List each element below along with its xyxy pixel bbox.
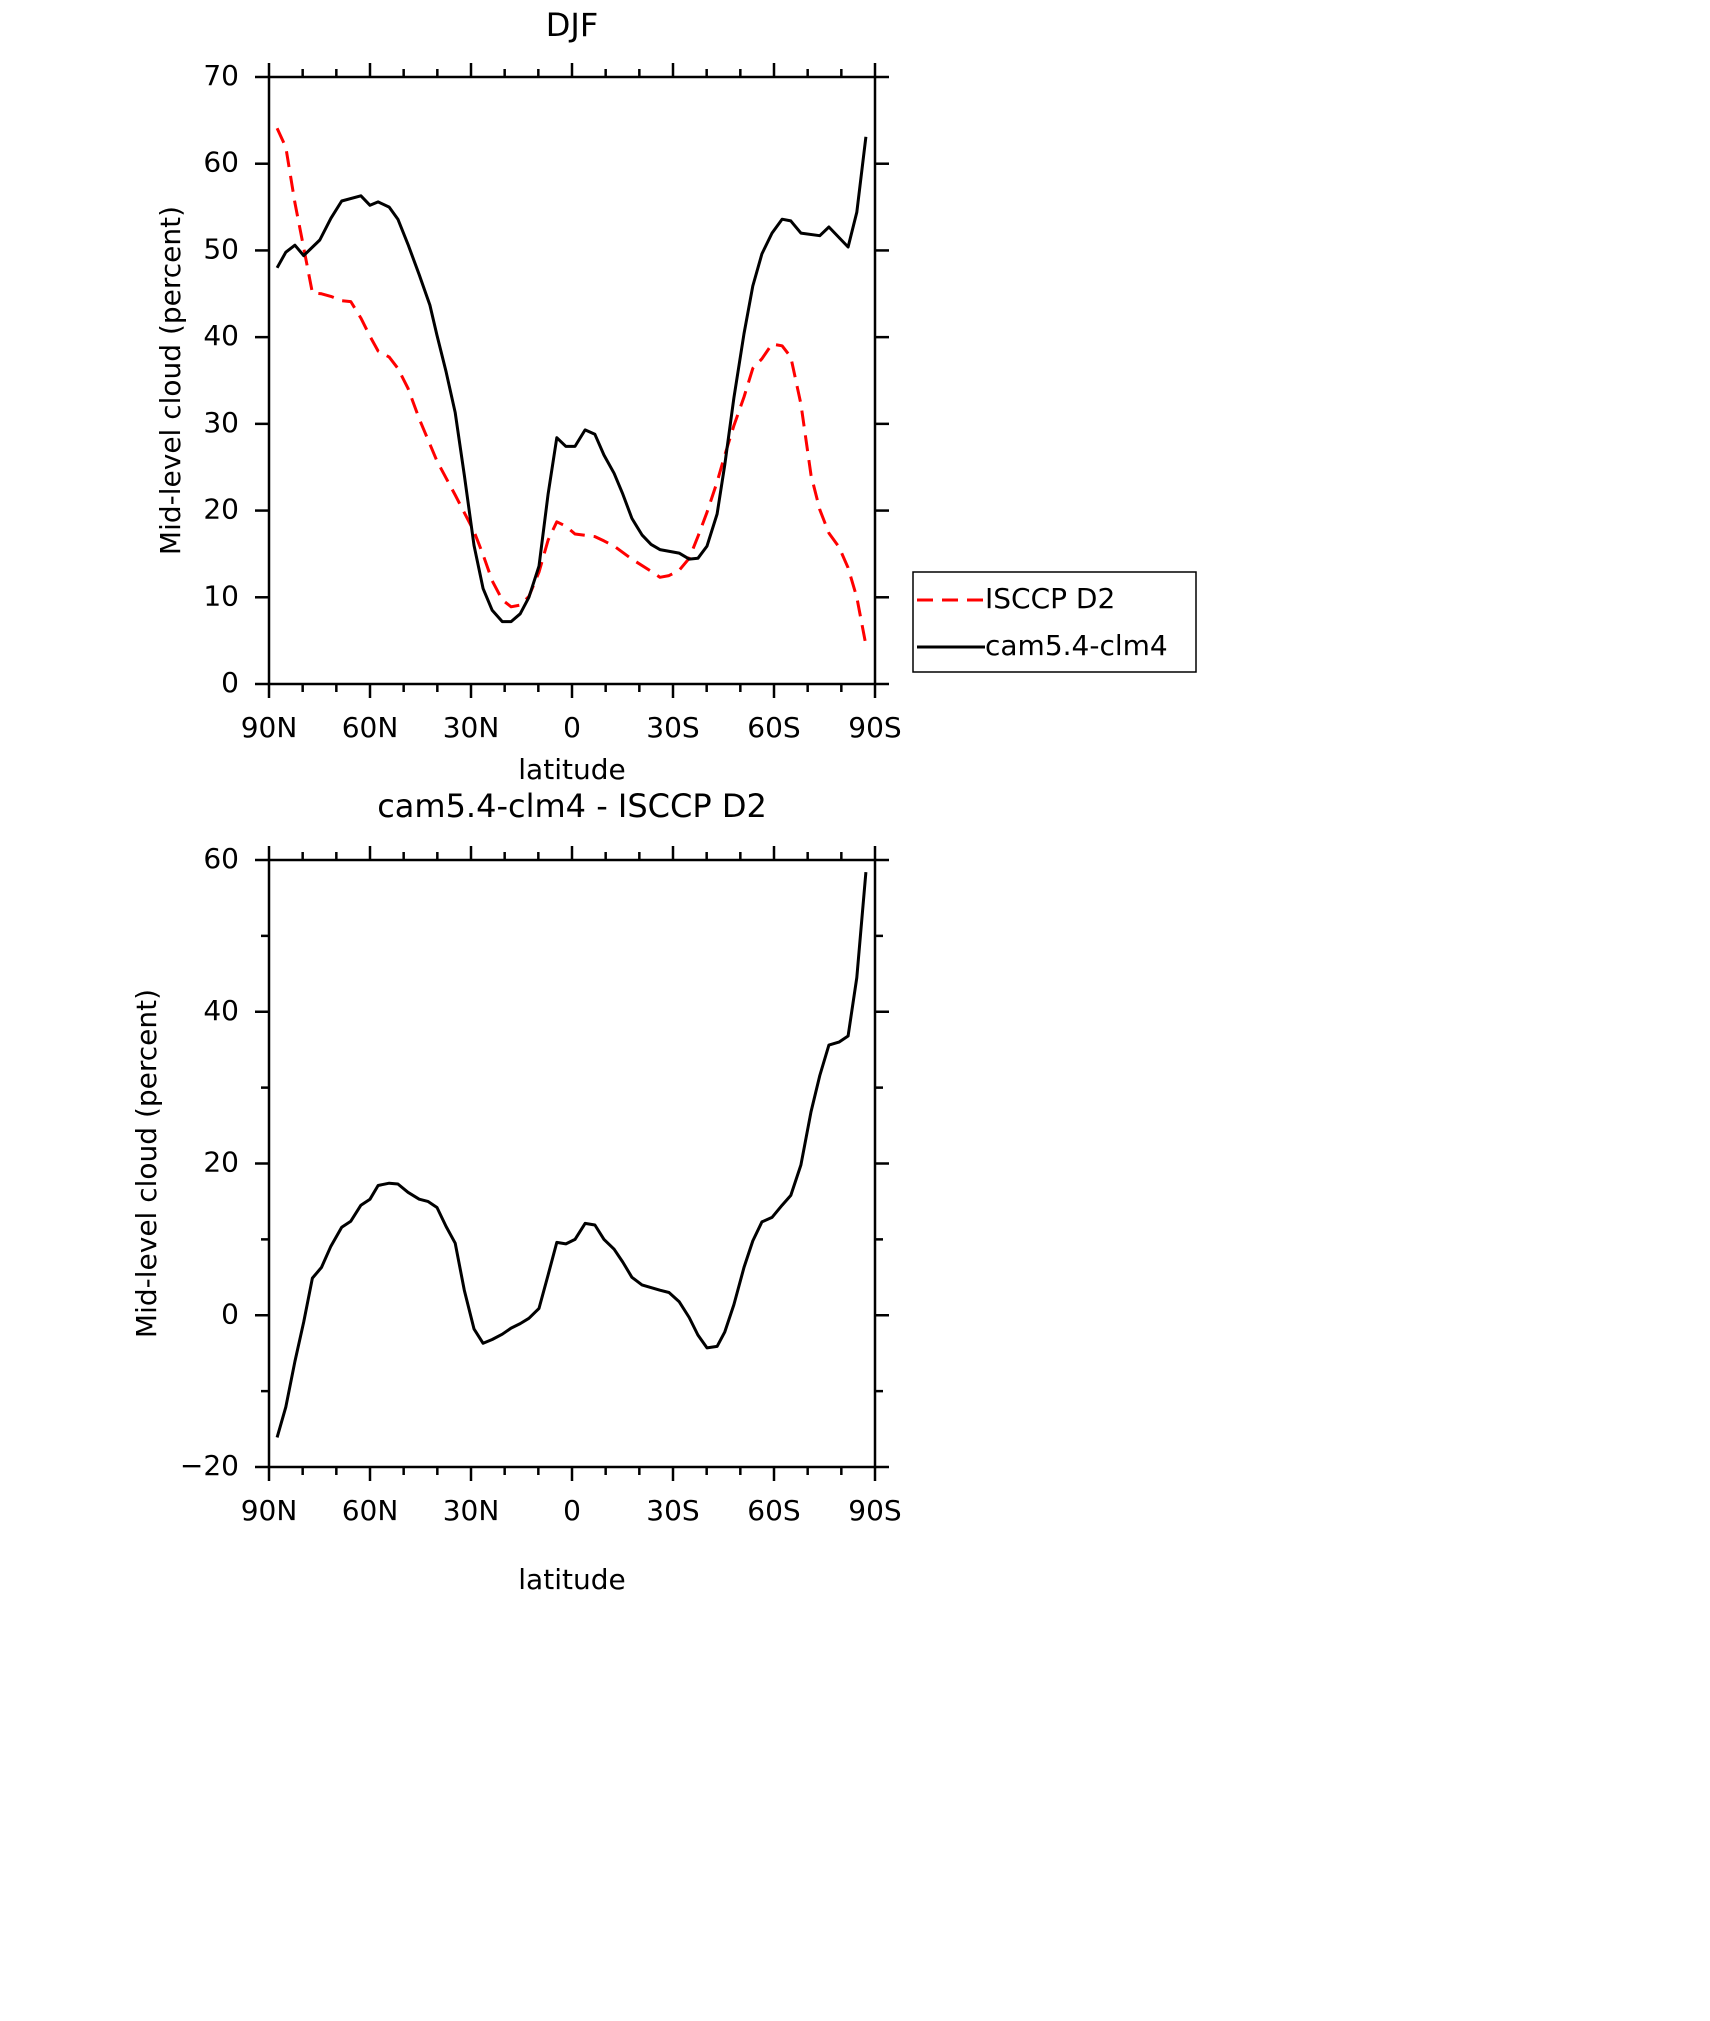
chart-title: DJF	[546, 6, 598, 44]
x-tick-label: 60S	[747, 1494, 800, 1527]
x-tick-label: 90N	[241, 711, 298, 744]
x-tick-label: 90N	[241, 1494, 298, 1527]
series-line	[275, 871, 868, 1438]
y-tick-label: 40	[203, 994, 239, 1027]
x-tick-label: 30S	[646, 1494, 699, 1527]
chart-title: cam5.4-clm4 - ISCCP D2	[377, 787, 767, 825]
x-tick-label: 30S	[646, 711, 699, 744]
x-tick-label: 30N	[443, 711, 500, 744]
x-tick-label: 0	[563, 711, 581, 744]
y-tick-label: 60	[203, 842, 239, 875]
x-tick-label: 90S	[848, 1494, 901, 1527]
x-tick-label: 0	[563, 1494, 581, 1527]
legend-box	[912, 571, 1197, 673]
x-tick-label: 60N	[342, 1494, 399, 1527]
y-tick-label: 70	[203, 59, 239, 92]
y-tick-label: 50	[203, 232, 239, 265]
x-axis-label: latitude	[518, 753, 625, 786]
series-line	[275, 136, 868, 624]
y-axis-label: Mid-level cloud (percent)	[130, 989, 163, 1338]
y-tick-label: 0	[221, 666, 239, 699]
legend-label: cam5.4-clm4	[985, 629, 1168, 662]
x-tick-label: 30N	[443, 1494, 500, 1527]
y-axis-label: Mid-level cloud (percent)	[154, 206, 187, 555]
y-tick-label: 0	[221, 1297, 239, 1330]
y-tick-label: 60	[203, 146, 239, 179]
y-tick-label: 20	[203, 493, 239, 526]
x-axis-label: latitude	[518, 1563, 625, 1596]
x-tick-label: 90S	[848, 711, 901, 744]
plot-frame	[267, 858, 877, 1469]
x-tick-label: 60S	[747, 711, 800, 744]
y-tick-label: 30	[203, 406, 239, 439]
plot-frame	[267, 75, 877, 686]
y-tick-label: 10	[203, 579, 239, 612]
series-line	[275, 127, 868, 646]
legend-label: ISCCP D2	[985, 582, 1115, 615]
x-tick-label: 60N	[342, 711, 399, 744]
y-tick-label: 40	[203, 319, 239, 352]
y-tick-label: 20	[203, 1146, 239, 1179]
y-tick-label: −20	[180, 1449, 239, 1482]
